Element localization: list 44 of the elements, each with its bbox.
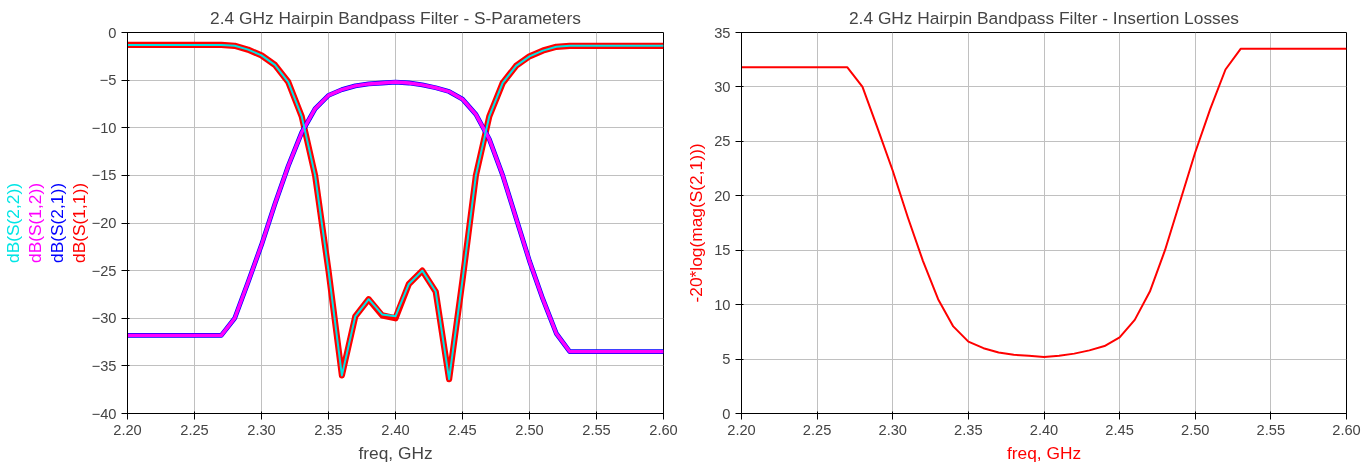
y-tick-label: 5 — [722, 351, 731, 368]
y-tick-label: 25 — [714, 133, 731, 150]
x-tick-label: 2.45 — [448, 421, 477, 438]
y-tick-label: −20 — [91, 215, 117, 231]
y-tick-label: −25 — [91, 262, 117, 279]
x-tick-label: 2.60 — [1332, 421, 1361, 438]
x-tick-label: 2.45 — [1105, 421, 1134, 438]
y-tick-label: −30 — [91, 310, 117, 327]
y-tick-label: −15 — [91, 167, 117, 184]
chart-title: 2.4 GHz Hairpin Bandpass Filter - S-Parameters — [210, 7, 582, 28]
chart-title: 2.4 GHz Hairpin Bandpass Filter - Insertion Losses — [848, 7, 1240, 28]
text: dB(S(1,2)) — [24, 183, 45, 263]
y-tick-label: 10 — [714, 296, 731, 313]
x-tick-label: 2.30 — [247, 421, 276, 438]
text: dB(S(2,1)) — [46, 183, 67, 263]
y-tick-label: −40 — [91, 405, 117, 422]
text: dB(S(2,2)) — [2, 183, 23, 263]
y-tick-label: 0 — [108, 24, 117, 41]
text: dB(S(1,1)) — [68, 183, 89, 263]
x-axis-title: freq, GHz — [1006, 442, 1082, 463]
y-tick-label: 30 — [714, 78, 731, 95]
x-axis-title: freq, GHz — [358, 442, 433, 463]
y-tick-label: −5 — [99, 72, 117, 89]
x-tick-label: 2.20 — [727, 421, 756, 438]
x-tick-label: 2.50 — [515, 421, 544, 438]
x-tick-label: 2.60 — [649, 421, 678, 438]
x-tick-label: 2.25 — [180, 421, 209, 438]
y-tick-label: 0 — [722, 405, 731, 422]
y-tick-label: −35 — [91, 357, 117, 374]
x-tick-label: 2.55 — [1256, 421, 1286, 438]
x-tick-label: 2.55 — [582, 421, 611, 438]
y-tick-label: 15 — [714, 242, 731, 259]
x-tick-label: 2.35 — [314, 421, 343, 438]
x-tick-label: 2.20 — [113, 421, 142, 438]
x-tick-label: 2.30 — [878, 421, 908, 438]
y-axis-title: -20*log(mag(S(2,1))) — [686, 143, 707, 303]
x-tick-label: 2.40 — [381, 421, 410, 438]
x-tick-label: 2.50 — [1180, 421, 1210, 438]
y-tick-label: 20 — [714, 187, 731, 204]
y-tick-label: 35 — [714, 24, 731, 41]
x-tick-label: 2.25 — [802, 421, 832, 438]
x-tick-label: 2.40 — [1029, 421, 1059, 438]
y-tick-label: −10 — [91, 119, 117, 136]
x-tick-label: 2.35 — [954, 421, 983, 438]
